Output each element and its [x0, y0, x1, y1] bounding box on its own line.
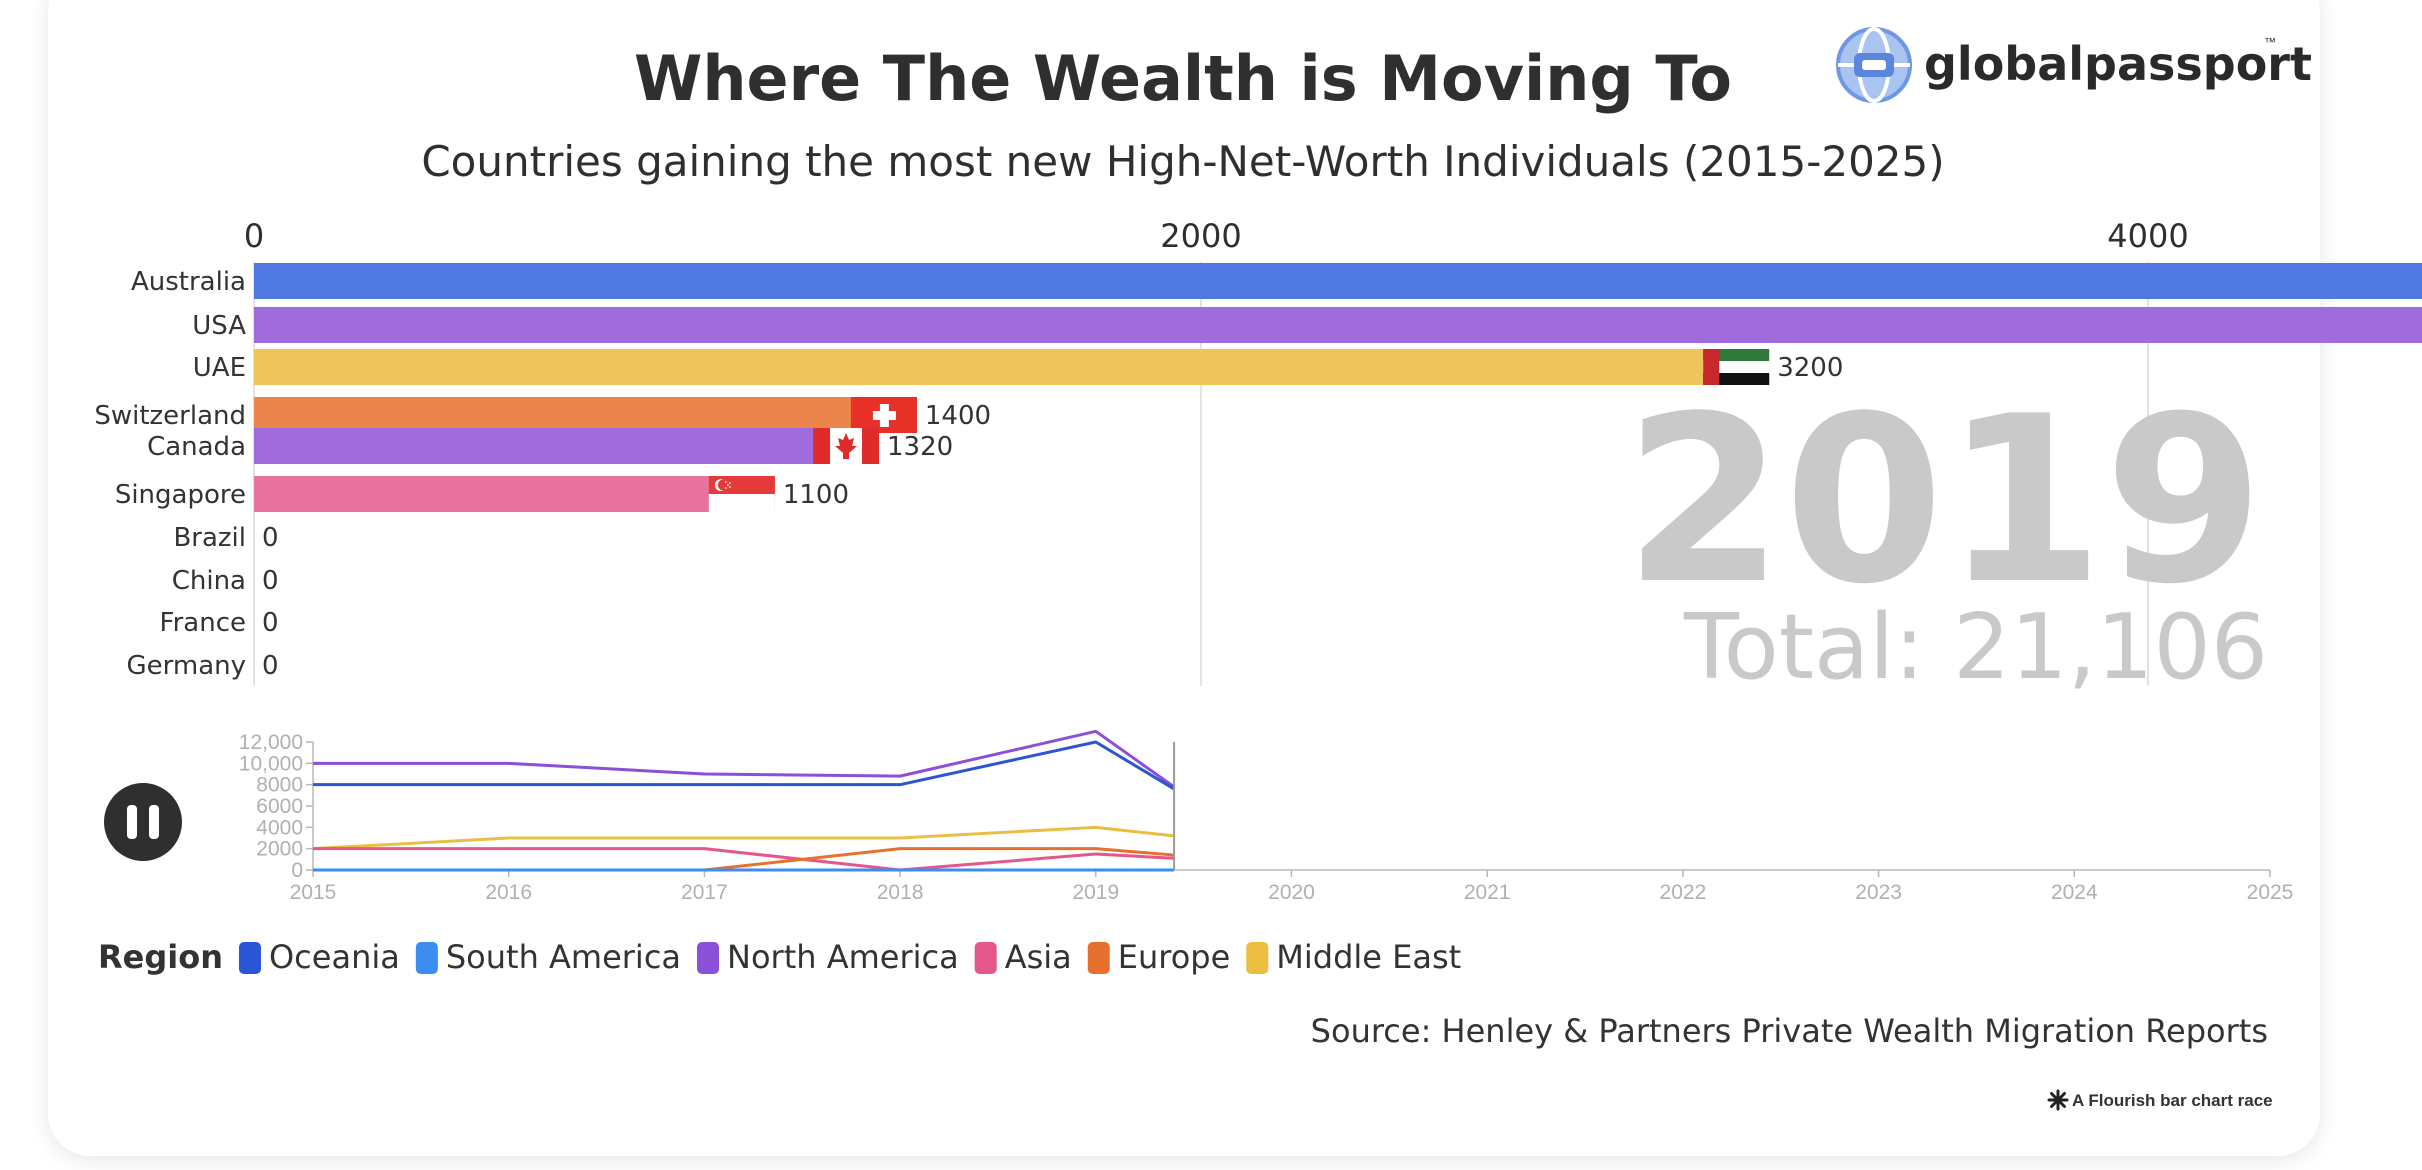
x-tick-label: 4000	[2107, 217, 2188, 255]
bar-rect	[254, 307, 2422, 343]
mini-x-tick-label: 2020	[1268, 881, 1315, 904]
value-label: 1320	[887, 432, 953, 462]
category-label: France	[160, 608, 246, 638]
logo-text: globalpassport	[1924, 37, 2312, 91]
legend-swatch	[238, 942, 261, 974]
value-label: 0	[262, 523, 279, 553]
logo-trademark: ™	[2264, 35, 2276, 49]
series-line-oceania	[313, 740, 1175, 791]
series-line-middle-east	[312, 825, 1175, 851]
chart-subtitle: Countries gaining the most new High-Net-…	[421, 137, 1944, 186]
pause-button[interactable]	[104, 783, 182, 861]
singapore-flag	[708, 476, 775, 512]
legend-swatch	[697, 942, 720, 974]
legend-swatch	[1246, 942, 1269, 974]
legend-label: North America	[727, 938, 959, 976]
bar-rect	[254, 397, 917, 433]
year-display: 2019	[1624, 368, 2264, 635]
pause-icon	[127, 805, 159, 839]
bar-rect	[254, 476, 775, 512]
mini-x-tick-label: 2019	[1072, 881, 1119, 904]
credit-text: A Flourish bar chart race	[2072, 1091, 2273, 1110]
category-label: USA	[192, 311, 246, 341]
legend-item-middle-east[interactable]: Middle East	[1246, 938, 1461, 976]
category-label: UAE	[193, 353, 246, 383]
category-label: Australia	[131, 267, 246, 297]
total-display: Total: 21,106	[1683, 595, 2268, 700]
category-label: Brazil	[173, 523, 246, 553]
switzerland-flag	[850, 397, 917, 433]
legend-title: Region	[98, 938, 223, 976]
bar-france[interactable]: France 0	[160, 608, 279, 638]
bar-uae[interactable]: UAE 3200	[193, 349, 1844, 385]
mini-x-tick-label: 2016	[485, 881, 532, 904]
value-label: 1100	[783, 480, 849, 510]
chart-title: Where The Wealth is Moving To	[634, 42, 1732, 115]
series-line-north-america	[313, 729, 1175, 789]
mini-y-tick-label: 6000	[256, 795, 303, 818]
bar-rect	[254, 349, 1770, 385]
value-label: 0	[262, 566, 279, 596]
bar-brazil[interactable]: Brazil 0	[173, 523, 278, 553]
bar-usa[interactable]: USA6482	[192, 307, 2422, 343]
bar-germany[interactable]: Germany 0	[126, 651, 278, 681]
mini-y-tick-label: 2000	[256, 838, 303, 861]
category-label: Singapore	[115, 480, 246, 510]
mini-x-tick-label: 2018	[877, 881, 924, 904]
mini-x-tick-label: 2025	[2247, 881, 2294, 904]
bar-china[interactable]: China 0	[172, 566, 279, 596]
bar-australia[interactable]: Australia7602	[131, 263, 2422, 299]
legend-label: Middle East	[1276, 938, 1461, 976]
legend-item-north-america[interactable]: North America	[697, 938, 959, 976]
mini-x-tick-label: 2022	[1660, 881, 1707, 904]
mini-x-tick-label: 2017	[681, 881, 728, 904]
logo[interactable]: globalpassport ™	[1836, 27, 2312, 103]
legend-label: South America	[446, 938, 681, 976]
bar-chart: 0200040006000Australia7602USA6482UAE3200…	[94, 217, 2422, 686]
legend-item-europe[interactable]: Europe	[1087, 938, 1231, 976]
legend: Region Oceania South America North America…	[98, 938, 1461, 976]
bar-rect	[254, 263, 2422, 299]
mini-y-tick-label: 8000	[256, 774, 303, 797]
bar-rect	[254, 428, 880, 464]
legend-label: Oceania	[269, 938, 400, 976]
mini-x-tick-label: 2023	[1855, 881, 1902, 904]
bar-singapore[interactable]: Singapore 1100	[115, 476, 849, 512]
bar-canada[interactable]: Canada 1320	[147, 428, 953, 464]
legend-label: Asia	[1005, 938, 1072, 976]
mini-y-tick-label: 10,000	[239, 752, 303, 775]
value-label: 0	[262, 651, 279, 681]
value-label: 3200	[1777, 353, 1843, 383]
mini-y-tick-label: 12,000	[239, 731, 303, 754]
x-tick-label: 0	[244, 217, 264, 255]
legend-swatch	[415, 942, 438, 974]
legend-swatch	[1087, 942, 1110, 974]
legend-swatch	[974, 942, 997, 974]
asterisk-icon	[2047, 1089, 2069, 1111]
legend-item-south-america[interactable]: South America	[415, 938, 681, 976]
category-label: Switzerland	[94, 401, 246, 431]
mini-x-tick-label: 2015	[290, 881, 337, 904]
globe-passport-icon	[1836, 27, 1912, 103]
legend-item-asia[interactable]: Asia	[974, 938, 1072, 976]
mini-x-tick-label: 2021	[1464, 881, 1511, 904]
uae-flag	[1703, 349, 1770, 385]
canada-flag	[813, 428, 880, 464]
category-label: Germany	[126, 651, 246, 681]
mini-y-tick-label: 4000	[256, 816, 303, 839]
mini-x-tick-label: 2024	[2051, 881, 2098, 904]
flourish-credit[interactable]: A Flourish bar chart race	[2047, 1089, 2273, 1111]
value-label: 1400	[925, 401, 991, 431]
category-label: Canada	[147, 432, 246, 462]
category-label: China	[172, 566, 246, 596]
source-note: Source: Henley & Partners Private Wealth…	[1311, 1012, 2268, 1050]
bar-switzerland[interactable]: Switzerland 1400	[94, 397, 991, 433]
mini-y-tick-label: 0	[291, 859, 303, 882]
legend-item-oceania[interactable]: Oceania	[238, 938, 400, 976]
value-label: 0	[262, 608, 279, 638]
legend-label: Europe	[1118, 938, 1231, 976]
x-tick-label: 2000	[1160, 217, 1241, 255]
